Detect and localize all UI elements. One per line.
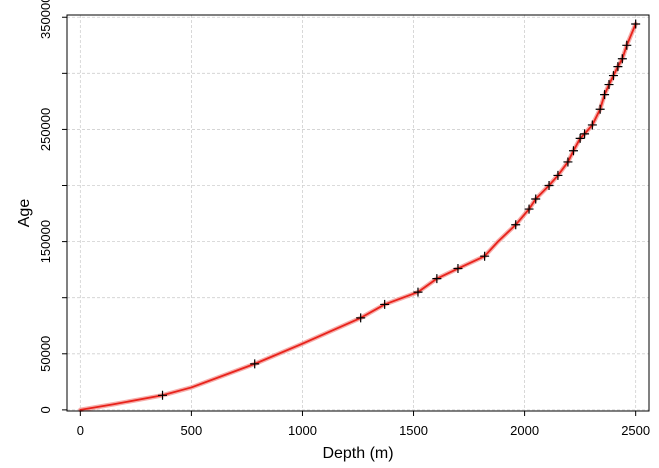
data-point bbox=[413, 287, 423, 297]
data-point bbox=[600, 90, 610, 100]
y-tick-label: 0 bbox=[38, 406, 53, 413]
data-point bbox=[356, 313, 366, 323]
data-point bbox=[563, 157, 573, 167]
data-point bbox=[453, 264, 463, 274]
series-line-path bbox=[79, 23, 637, 411]
x-tick-label: 1500 bbox=[399, 423, 428, 438]
data-point bbox=[617, 54, 627, 64]
data-point bbox=[604, 80, 614, 90]
data-point bbox=[613, 62, 623, 72]
x-tick-label: 1000 bbox=[288, 423, 317, 438]
series-line bbox=[78, 21, 638, 413]
grid bbox=[67, 15, 649, 411]
x-axis-title: Depth (m) bbox=[322, 445, 393, 462]
data-point bbox=[568, 146, 578, 156]
y-tick-label: 50000 bbox=[38, 336, 53, 372]
x-tick-label: 0 bbox=[77, 423, 84, 438]
data-point bbox=[158, 390, 168, 400]
x-tick-label: 2000 bbox=[510, 423, 539, 438]
data-point bbox=[587, 120, 597, 130]
series-line-halo bbox=[78, 21, 638, 413]
x-tick-label: 2500 bbox=[621, 423, 650, 438]
data-point bbox=[250, 359, 260, 369]
data-point bbox=[531, 194, 541, 204]
data-point bbox=[380, 299, 390, 309]
data-point bbox=[544, 181, 554, 191]
y-tick-label: 250000 bbox=[38, 108, 53, 151]
data-point bbox=[631, 19, 641, 29]
data-point bbox=[511, 220, 521, 230]
plot-frame bbox=[66, 14, 650, 412]
y-axis: 0 50000 150000 250000 350000 bbox=[38, 0, 67, 413]
series-markers bbox=[158, 19, 641, 400]
data-point bbox=[524, 204, 534, 214]
y-tick-label: 350000 bbox=[38, 0, 53, 39]
data-point bbox=[580, 129, 590, 139]
data-point bbox=[622, 40, 632, 50]
data-point bbox=[595, 104, 605, 114]
data-point bbox=[575, 133, 585, 143]
data-point bbox=[480, 251, 490, 261]
x-tick-label: 500 bbox=[181, 423, 203, 438]
data-point bbox=[553, 170, 563, 180]
data-point bbox=[432, 274, 442, 284]
y-tick-label: 150000 bbox=[38, 220, 53, 263]
data-point bbox=[608, 71, 618, 81]
x-axis: 0 500 1000 1500 2000 2500 bbox=[77, 411, 650, 438]
y-axis-title: Age bbox=[16, 199, 33, 228]
